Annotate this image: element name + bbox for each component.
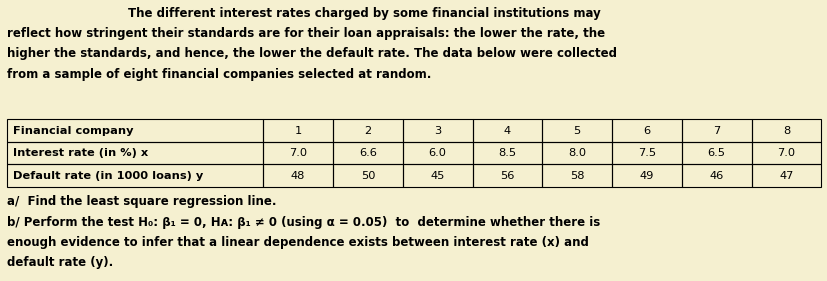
- Bar: [751, 164, 820, 187]
- Text: 6.0: 6.0: [428, 148, 446, 158]
- Text: 6.5: 6.5: [707, 148, 724, 158]
- Text: 8.5: 8.5: [498, 148, 516, 158]
- Text: reflect how stringent their standards are for their loan appraisals: the lower t: reflect how stringent their standards ar…: [7, 27, 604, 40]
- Text: 1: 1: [294, 126, 301, 136]
- Bar: [332, 142, 402, 164]
- Bar: [263, 164, 332, 187]
- Bar: [402, 164, 472, 187]
- Bar: [611, 119, 681, 142]
- Text: 7.5: 7.5: [637, 148, 655, 158]
- Text: enough evidence to infer that a linear dependence exists between interest rate (: enough evidence to infer that a linear d…: [7, 236, 588, 249]
- Bar: [402, 119, 472, 142]
- Text: higher the standards, and hence, the lower the default rate. The data below were: higher the standards, and hence, the low…: [7, 47, 616, 60]
- Text: Default rate (in 1000 loans) y: Default rate (in 1000 loans) y: [13, 171, 203, 181]
- Bar: [542, 119, 611, 142]
- Bar: [611, 164, 681, 187]
- Text: 8: 8: [782, 126, 789, 136]
- Text: 50: 50: [361, 171, 375, 181]
- Text: b/ Perform the test H₀: β₁ = 0, Hᴀ: β₁ ≠ 0 (using α = 0.05)  to  determine wheth: b/ Perform the test H₀: β₁ = 0, Hᴀ: β₁ ≠…: [7, 216, 599, 228]
- Text: The different interest rates charged by some financial institutions may: The different interest rates charged by …: [128, 7, 600, 20]
- Bar: [332, 164, 402, 187]
- Bar: [681, 142, 751, 164]
- Bar: [7, 164, 263, 187]
- Text: 5: 5: [573, 126, 580, 136]
- Text: 46: 46: [709, 171, 723, 181]
- Bar: [542, 142, 611, 164]
- Text: 56: 56: [500, 171, 514, 181]
- Bar: [751, 119, 820, 142]
- Text: 49: 49: [639, 171, 653, 181]
- Text: 58: 58: [569, 171, 584, 181]
- Bar: [681, 164, 751, 187]
- Bar: [542, 164, 611, 187]
- Text: 45: 45: [430, 171, 444, 181]
- Bar: [681, 119, 751, 142]
- Bar: [472, 142, 542, 164]
- Text: from a sample of eight financial companies selected at random.: from a sample of eight financial compani…: [7, 68, 431, 81]
- Bar: [472, 119, 542, 142]
- Text: Interest rate (in %) x: Interest rate (in %) x: [13, 148, 148, 158]
- Bar: [472, 164, 542, 187]
- Text: 2: 2: [364, 126, 371, 136]
- Text: a/  Find the least square regression line.: a/ Find the least square regression line…: [7, 195, 275, 208]
- Text: default rate (y).: default rate (y).: [7, 256, 112, 269]
- Text: Financial company: Financial company: [13, 126, 134, 136]
- Text: 7.0: 7.0: [777, 148, 795, 158]
- Text: 6: 6: [643, 126, 650, 136]
- Bar: [332, 119, 402, 142]
- Text: 8.0: 8.0: [567, 148, 586, 158]
- Text: 6.6: 6.6: [359, 148, 376, 158]
- Text: 48: 48: [290, 171, 305, 181]
- Text: 4: 4: [504, 126, 510, 136]
- Bar: [751, 142, 820, 164]
- Bar: [7, 119, 263, 142]
- Bar: [611, 142, 681, 164]
- Text: 7.0: 7.0: [289, 148, 307, 158]
- Bar: [263, 142, 332, 164]
- Text: 47: 47: [778, 171, 793, 181]
- Bar: [7, 142, 263, 164]
- Text: 7: 7: [712, 126, 719, 136]
- Bar: [263, 119, 332, 142]
- Text: 3: 3: [433, 126, 441, 136]
- Bar: [402, 142, 472, 164]
